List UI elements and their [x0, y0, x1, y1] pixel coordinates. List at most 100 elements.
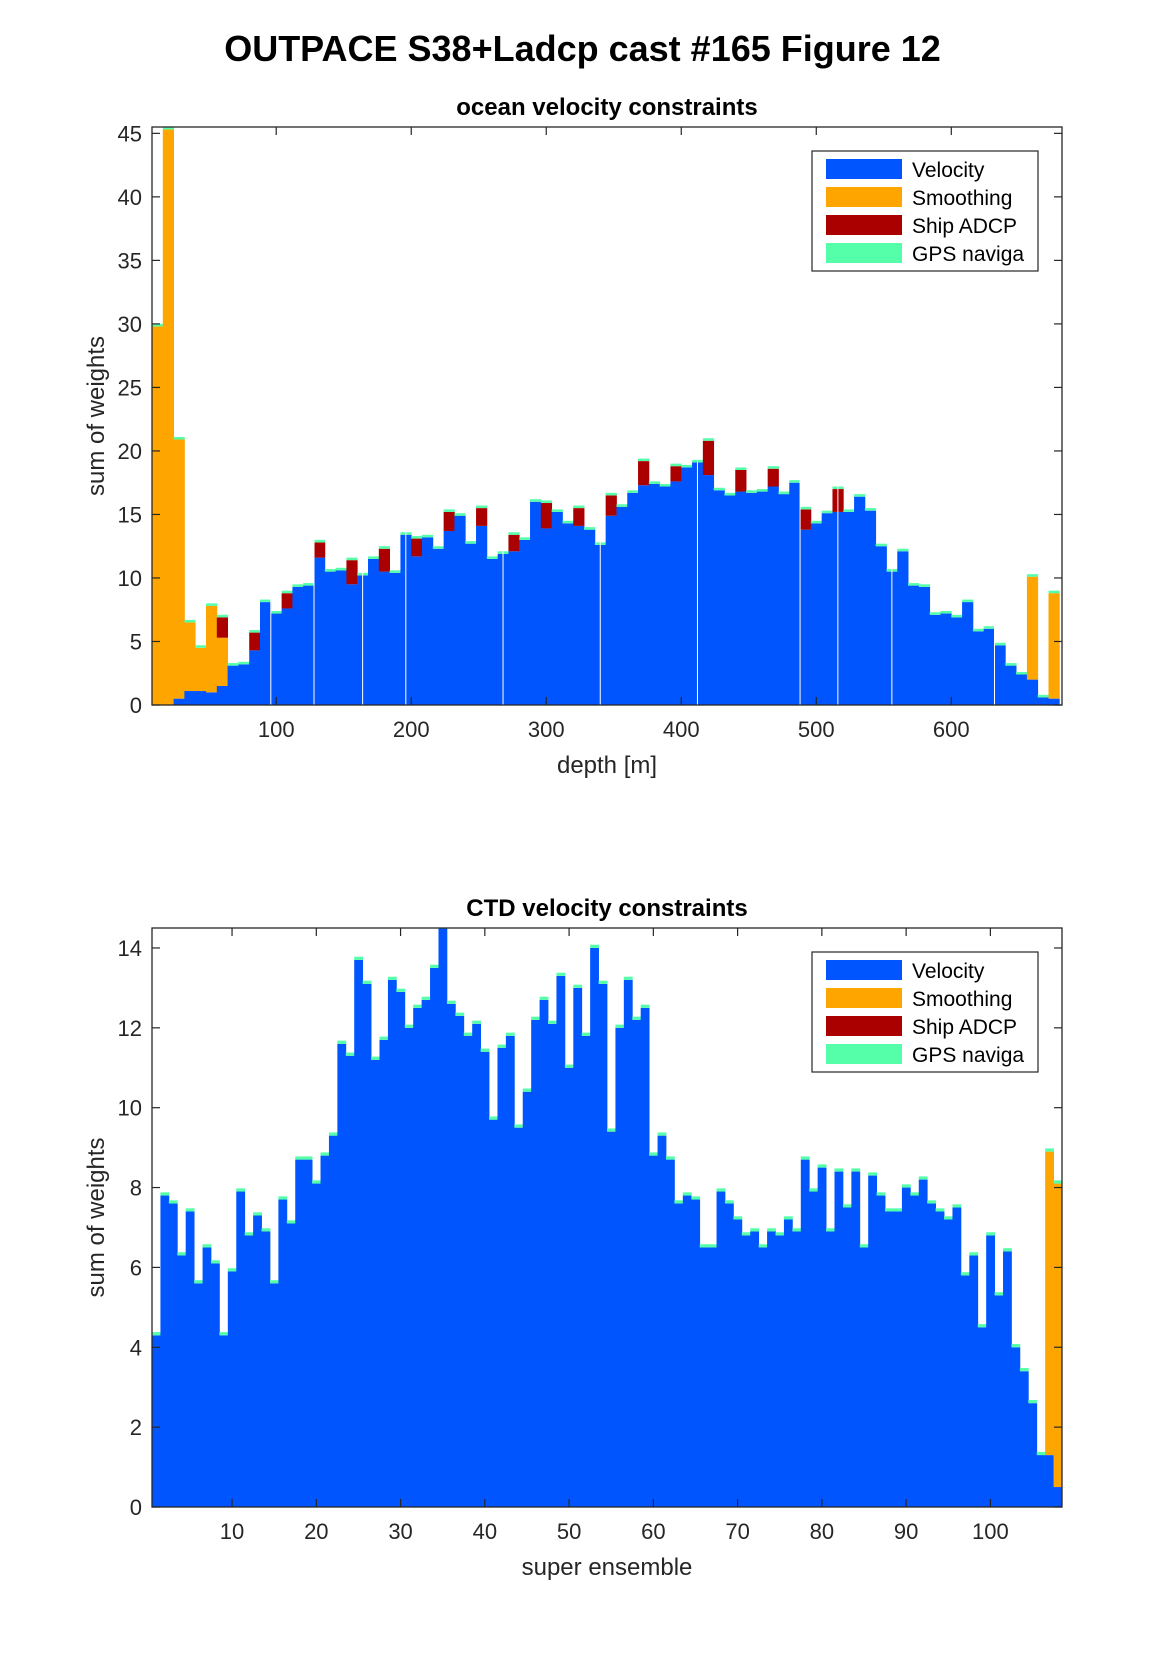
- bar-velocity: [396, 991, 406, 1507]
- bar-gps-naviga: [421, 996, 431, 1000]
- bar-velocity: [952, 1207, 962, 1507]
- bar-velocity: [944, 1219, 953, 1507]
- bar-velocity: [716, 1191, 726, 1507]
- bar-velocity: [286, 1223, 296, 1507]
- bar-gps-naviga: [227, 1268, 237, 1272]
- bar-gps-naviga: [295, 1156, 305, 1160]
- bar-velocity: [746, 492, 758, 705]
- bar-gps-naviga: [960, 1272, 970, 1276]
- bar-velocity: [530, 501, 542, 705]
- bar-velocity: [438, 928, 448, 1507]
- bar-ship-adcp: [508, 534, 520, 552]
- bar-velocity: [411, 556, 423, 705]
- bar-velocity: [455, 1015, 465, 1507]
- bar-gps-naviga: [168, 1200, 178, 1204]
- x-tick-label: 200: [393, 717, 430, 742]
- bar-velocity: [758, 1247, 768, 1507]
- bar-ship-adcp: [670, 466, 682, 482]
- bar-velocity: [962, 602, 974, 705]
- bar-ship-adcp: [800, 509, 812, 530]
- bar-gps-naviga: [952, 1204, 962, 1208]
- bar-gps-naviga: [354, 956, 364, 960]
- bar-velocity: [969, 1255, 979, 1507]
- bar-gps-naviga: [885, 1208, 894, 1212]
- bar-gps-naviga: [834, 1168, 844, 1172]
- bar-gps-naviga: [859, 1244, 869, 1248]
- bar-gps-naviga: [682, 1192, 692, 1196]
- bar-gps-naviga: [789, 480, 801, 483]
- bar-gps-naviga: [1036, 1451, 1046, 1456]
- bar-gps-naviga: [396, 988, 406, 992]
- chart-title: CTD velocity constraints: [466, 895, 747, 922]
- figure-title: OUTPACE S38+Ladcp cast #165 Figure 12: [224, 28, 941, 69]
- bar-velocity: [670, 481, 682, 705]
- bar-velocity: [206, 692, 218, 705]
- bar-smoothing: [152, 326, 164, 705]
- bar-gps-naviga: [260, 599, 272, 603]
- bar-gps-naviga: [411, 536, 423, 539]
- bar-velocity: [244, 1235, 254, 1507]
- bar-gps-naviga: [303, 1156, 313, 1160]
- bar-gps-naviga: [219, 1332, 229, 1336]
- bar-gps-naviga: [210, 1260, 220, 1264]
- bar-velocity: [173, 698, 185, 705]
- bar-gps-naviga: [430, 964, 439, 968]
- bar-velocity: [1005, 665, 1017, 705]
- x-tick-label: 300: [528, 717, 565, 742]
- bar-smoothing: [206, 605, 218, 693]
- bar-gps-naviga: [292, 584, 304, 587]
- bar-gps-naviga: [548, 1020, 557, 1024]
- bar-gps-naviga: [314, 539, 326, 543]
- bar-velocity: [314, 557, 326, 705]
- bar-gps-naviga: [362, 980, 372, 984]
- bar-gps-naviga: [826, 1228, 835, 1232]
- bar-gps-naviga: [809, 1188, 819, 1192]
- bar-gps-naviga: [446, 1000, 456, 1004]
- bar-gps-naviga: [1045, 1148, 1054, 1152]
- bar-gps-naviga: [236, 1188, 246, 1192]
- bar-velocity: [564, 1067, 574, 1507]
- bar-gps-naviga: [581, 1032, 591, 1036]
- bar-gps-naviga: [337, 1040, 347, 1044]
- bar-velocity: [940, 613, 952, 705]
- bar-gps-naviga: [514, 1124, 524, 1128]
- bar-velocity: [362, 983, 372, 1507]
- bar-velocity: [623, 979, 633, 1507]
- bar-gps-naviga: [486, 556, 499, 559]
- bar-gps-naviga: [977, 1324, 987, 1328]
- y-tick-label: 10: [118, 566, 142, 591]
- bar-velocity: [1011, 1347, 1021, 1507]
- bar-gps-naviga: [195, 645, 207, 648]
- bar-gps-naviga: [505, 1032, 515, 1036]
- bar-gps-naviga: [851, 1168, 861, 1172]
- bar-gps-naviga: [152, 323, 164, 327]
- bar-gps-naviga: [286, 1220, 296, 1224]
- bar-velocity: [893, 1211, 903, 1507]
- bar-velocity: [551, 511, 563, 705]
- bar-gps-naviga: [935, 1208, 945, 1212]
- bar-velocity: [1053, 1487, 1063, 1507]
- bar-velocity: [986, 1235, 995, 1507]
- bar-velocity: [387, 979, 397, 1507]
- bar-velocity: [486, 558, 499, 705]
- x-tick-label: 400: [663, 717, 700, 742]
- bar-velocity: [682, 1195, 692, 1507]
- bar-velocity: [446, 1003, 456, 1507]
- bar-velocity: [345, 1055, 355, 1507]
- bar-velocity: [454, 515, 466, 705]
- bar-velocity: [918, 1179, 928, 1507]
- bar-velocity: [789, 482, 801, 705]
- bar-gps-naviga: [244, 1232, 254, 1236]
- bar-velocity: [817, 1167, 827, 1507]
- bar-gps-naviga: [227, 663, 239, 666]
- legend-label: Smoothing: [912, 988, 1012, 1011]
- bar-velocity: [337, 1043, 347, 1507]
- bar-gps-naviga: [758, 1244, 768, 1248]
- bar-velocity: [522, 1091, 532, 1507]
- legend-swatch-gps-naviga: [826, 1044, 902, 1064]
- bar-gps-naviga: [335, 567, 347, 571]
- bar-smoothing: [195, 647, 207, 692]
- bar-velocity: [927, 1203, 937, 1507]
- y-tick-label: 25: [118, 375, 142, 400]
- bar-velocity: [413, 1007, 423, 1507]
